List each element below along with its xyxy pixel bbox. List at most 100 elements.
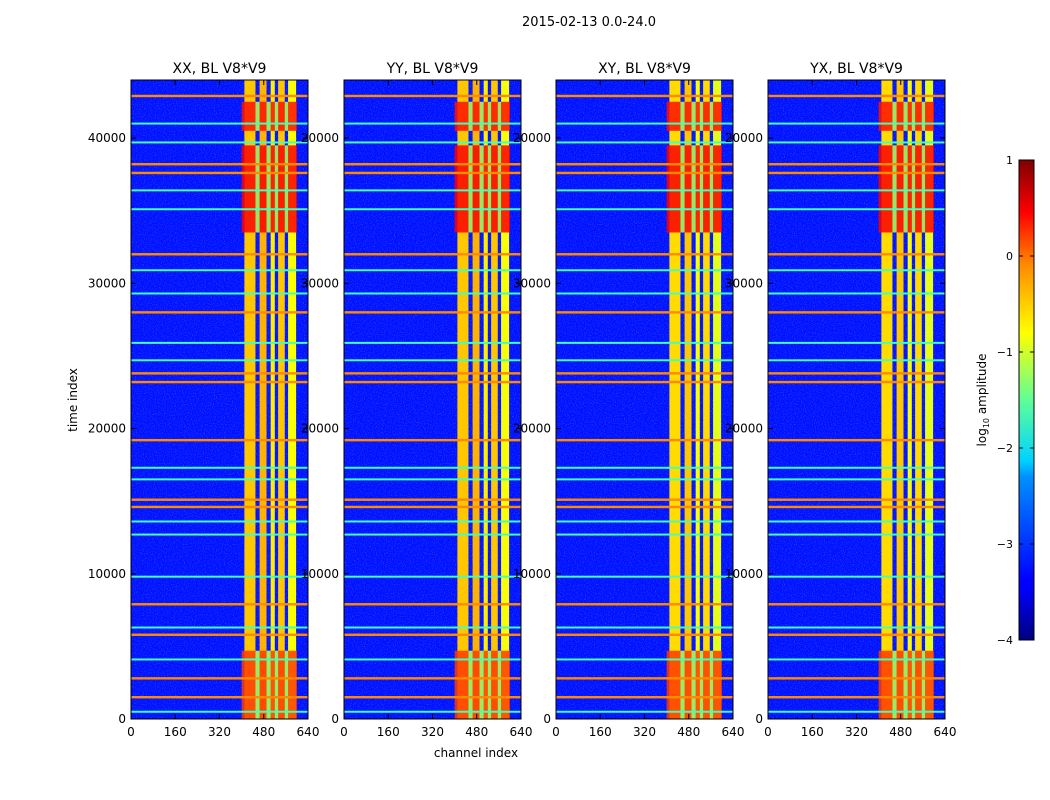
time-line-medium (344, 269, 521, 272)
time-line-strong (556, 438, 733, 442)
panel-3: XY, BL V8*V9 0 160 320 480 640 0 10000 20000 3000… (513, 61, 745, 739)
y-tick-label: 30000 (513, 276, 551, 290)
x-tick-label: 640 (510, 725, 533, 739)
hot-block-gap (911, 650, 916, 719)
x-tick-label: 640 (934, 725, 957, 739)
time-line-strong (556, 505, 733, 509)
y-tick-label: 10000 (513, 567, 551, 581)
rfi-column-2 (896, 80, 904, 719)
time-line-strong (131, 380, 308, 384)
time-line-medium (556, 208, 733, 211)
time-line-medium (344, 658, 521, 661)
time-line-strong (344, 633, 521, 636)
y-tick-label: 0 (331, 712, 339, 726)
y-tick-label: 20000 (301, 131, 339, 145)
rfi-column-3 (483, 80, 488, 719)
time-line-strong (768, 505, 945, 509)
colorbar-tick-label: 0 (1006, 250, 1013, 263)
rfi-column-1 (881, 80, 893, 719)
time-line-strong (131, 696, 308, 699)
hot-block-gap (487, 650, 492, 719)
rfi-column-4 (278, 80, 285, 719)
time-line-medium (344, 341, 521, 344)
time-line-strong (344, 163, 521, 166)
hot-block-gap (691, 145, 696, 233)
x-tick-label: 480 (465, 725, 488, 739)
hot-block-gap (497, 145, 502, 233)
time-line-medium (344, 359, 521, 362)
y-tick-label: 0 (118, 712, 126, 726)
hot-block-gap (892, 650, 897, 719)
panel-title: XY, BL V8*V9 (598, 61, 691, 77)
hot-block-gap (497, 650, 502, 719)
time-line-medium (556, 189, 733, 192)
time-line-strong (556, 94, 733, 98)
rfi-column-1 (457, 80, 469, 719)
time-line-strong (131, 677, 308, 680)
x-tick-label: 640 (722, 725, 745, 739)
time-line-strong (768, 677, 945, 680)
x-tick-label: 320 (208, 725, 231, 739)
x-tick-label: 0 (764, 725, 772, 739)
time-line-medium (556, 292, 733, 295)
time-line-medium (344, 141, 521, 144)
rfi-column-3 (695, 80, 700, 719)
time-line-strong (131, 171, 308, 175)
time-line-strong (344, 603, 521, 606)
time-line-strong (556, 603, 733, 606)
time-line-medium (344, 520, 521, 523)
time-line-medium (556, 658, 733, 661)
hot-block-gap (468, 101, 473, 131)
time-line-strong (344, 438, 521, 442)
time-line-strong (768, 438, 945, 442)
x-tick-label: 480 (252, 725, 275, 739)
time-line-medium (131, 478, 308, 481)
time-line-strong (768, 253, 945, 256)
time-line-strong (768, 311, 945, 314)
time-line-medium (556, 575, 733, 578)
time-line-medium (556, 141, 733, 144)
panel-title: YX, BL V8*V9 (809, 61, 903, 77)
y-tick-label: 20000 (513, 131, 551, 145)
time-line-medium (556, 466, 733, 469)
rfi-column-3 (270, 80, 275, 719)
hot-block-gap (921, 101, 926, 131)
time-line-medium (131, 533, 308, 536)
hot-block-gap (266, 101, 271, 131)
x-tick-label: 320 (633, 725, 656, 739)
hot-block-gap (911, 145, 916, 233)
time-line-medium (768, 478, 945, 481)
hot-block-gap (903, 650, 908, 719)
hot-block-gap (680, 650, 685, 719)
y-tick-label: 20000 (88, 422, 126, 436)
time-line-medium (768, 122, 945, 125)
time-line-medium (344, 710, 521, 713)
y-tick-label: 30000 (88, 276, 126, 290)
time-line-strong (131, 372, 308, 375)
panel-plot-area (131, 80, 308, 719)
rfi-column-3 (907, 80, 912, 719)
y-axis-label: time index (66, 368, 80, 432)
time-line-strong (768, 380, 945, 384)
rfi-column-1 (669, 80, 681, 719)
time-line-medium (131, 189, 308, 192)
hot-block-gap (266, 650, 271, 719)
time-line-strong (131, 253, 308, 256)
panel-title: YY, BL V8*V9 (386, 61, 479, 77)
colorbar-label-suffix: amplitude (975, 354, 989, 418)
time-line-medium (344, 575, 521, 578)
hot-block-gap (903, 145, 908, 233)
time-line-strong (344, 498, 521, 501)
rfi-column-1 (244, 80, 256, 719)
time-line-medium (131, 658, 308, 661)
panel-plot-area (344, 80, 521, 719)
time-line-medium (131, 710, 308, 713)
y-tick-label: 30000 (725, 276, 763, 290)
hot-block-gap (911, 101, 916, 131)
time-line-medium (768, 520, 945, 523)
rfi-column-5 (925, 80, 934, 719)
time-line-medium (131, 575, 308, 578)
time-line-strong (556, 380, 733, 384)
time-line-medium (131, 292, 308, 295)
time-line-medium (344, 208, 521, 211)
